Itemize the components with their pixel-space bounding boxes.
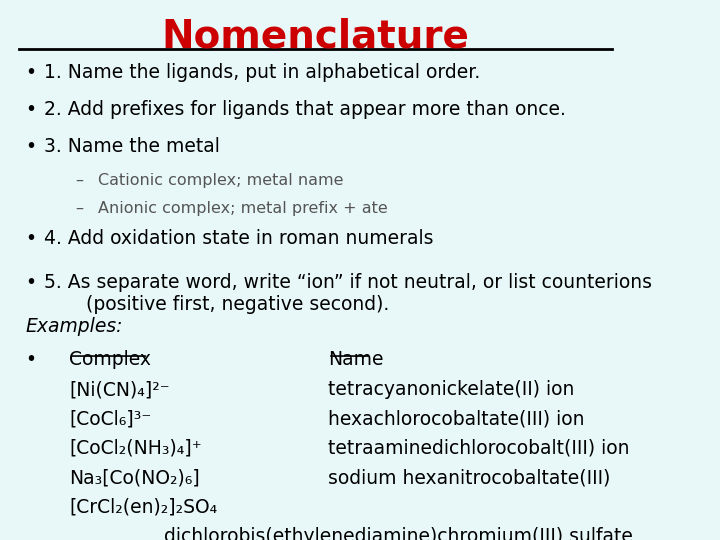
Text: Anionic complex; metal prefix + ate: Anionic complex; metal prefix + ate [98,201,387,216]
Text: sodium hexanitrocobaltate(III): sodium hexanitrocobaltate(III) [328,468,611,487]
Text: •: • [25,137,37,156]
Text: 4. Add oxidation state in roman numerals: 4. Add oxidation state in roman numerals [44,229,433,248]
Text: [CoCl₂(NH₃)₄]⁺: [CoCl₂(NH₃)₄]⁺ [69,439,202,458]
Text: –: – [76,173,84,188]
Text: –: – [76,201,84,216]
Text: [CoCl₆]³⁻: [CoCl₆]³⁻ [69,410,152,429]
Text: 1. Name the ligands, put in alphabetical order.: 1. Name the ligands, put in alphabetical… [44,63,480,83]
Text: •: • [25,63,37,83]
Text: Complex: Complex [69,350,151,369]
Text: tetraaminedichlorocobalt(III) ion: tetraaminedichlorocobalt(III) ion [328,439,629,458]
Text: Na₃[Co(NO₂)₆]: Na₃[Co(NO₂)₆] [69,468,200,487]
Text: •: • [25,273,37,292]
Text: •: • [25,100,37,119]
Text: Name: Name [328,350,384,369]
Text: 5. As separate word, write “ion” if not neutral, or list counterions
       (pos: 5. As separate word, write “ion” if not … [44,273,652,314]
Text: 3. Name the metal: 3. Name the metal [44,137,220,156]
Text: Cationic complex; metal name: Cationic complex; metal name [98,173,343,188]
Text: [Ni(CN)₄]²⁻: [Ni(CN)₄]²⁻ [69,381,170,400]
Text: 2. Add prefixes for ligands that appear more than once.: 2. Add prefixes for ligands that appear … [44,100,566,119]
Text: [CrCl₂(en)₂]₂SO₄: [CrCl₂(en)₂]₂SO₄ [69,497,217,516]
Text: •: • [25,229,37,248]
Text: hexachlorocobaltate(III) ion: hexachlorocobaltate(III) ion [328,410,585,429]
Text: •: • [25,350,37,369]
Text: Examples:: Examples: [25,316,122,335]
Text: tetracyanonickelate(II) ion: tetracyanonickelate(II) ion [328,381,575,400]
Text: Nomenclature: Nomenclature [161,17,469,55]
Text: dichlorobis(ethylenediamine)chromium(III) sulfate: dichlorobis(ethylenediamine)chromium(III… [164,526,633,540]
